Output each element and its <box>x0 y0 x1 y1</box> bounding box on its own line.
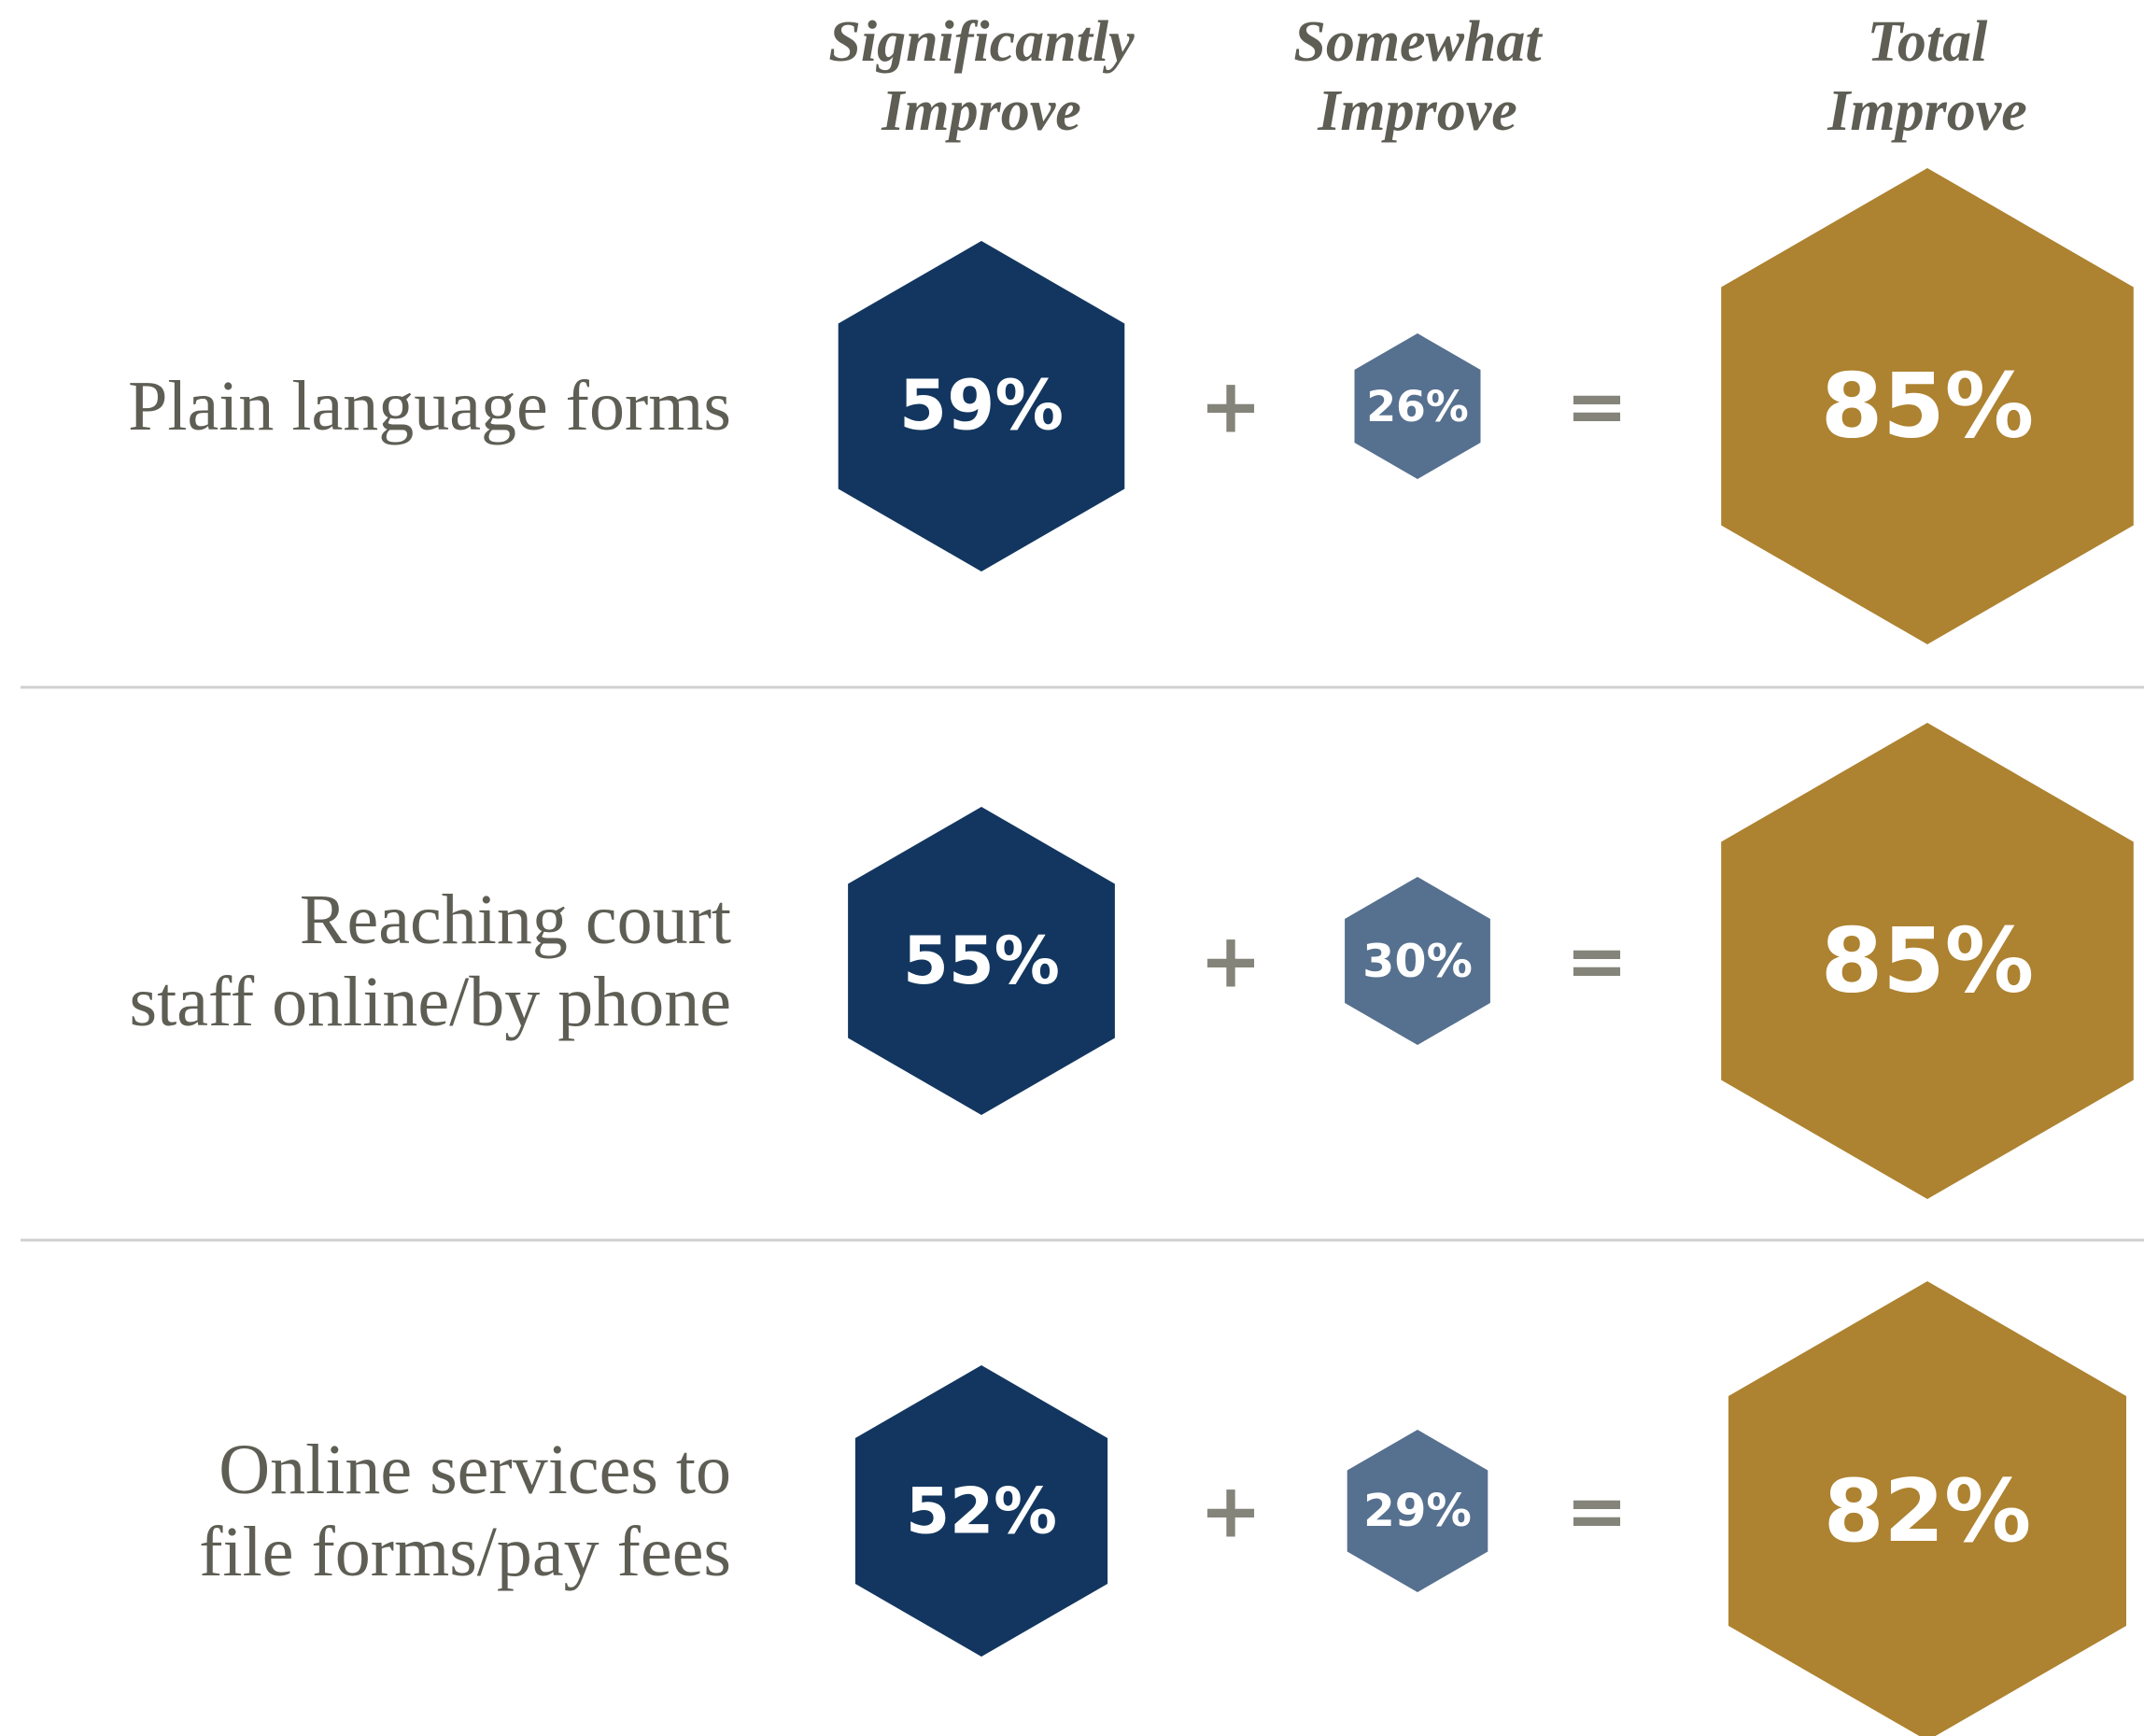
row-label: Online services to file forms/pay fees <box>199 1431 731 1591</box>
row-label-line: Online services to <box>219 1431 731 1509</box>
operator: = <box>1565 918 1628 1005</box>
value-label: 26% <box>1366 381 1469 431</box>
hexagon <box>1347 1430 1488 1592</box>
value-label: 59% <box>899 367 1064 446</box>
value-label: 30% <box>1362 934 1473 988</box>
value-label: 85% <box>1821 355 2034 459</box>
column-header: Somewhat Improve <box>1293 10 1542 143</box>
value-label: 55% <box>903 923 1060 999</box>
hexagon <box>1728 1281 2126 1736</box>
value-label: 29% <box>1363 1485 1472 1537</box>
hexagon <box>838 241 1125 572</box>
operator: + <box>1199 918 1262 1005</box>
hexagon <box>1721 168 2134 644</box>
hexagon <box>1345 877 1490 1045</box>
row-label-line: file forms/pay fees <box>199 1513 731 1591</box>
hexagon <box>848 807 1115 1115</box>
hexagon <box>1354 333 1481 479</box>
operator: = <box>1565 1468 1628 1555</box>
row-label-line: Plain language forms <box>128 367 731 445</box>
row-label-line: staff online/by phone <box>130 963 731 1041</box>
value-label: 52% <box>906 1475 1057 1548</box>
operator: = <box>1565 363 1628 450</box>
hexagon <box>1721 723 2134 1199</box>
column-header: Total Improve <box>1827 10 2027 143</box>
row-label: Reaching court staff online/by phone <box>130 881 731 1041</box>
operator: + <box>1199 363 1262 450</box>
row-label: Plain language forms <box>128 367 731 445</box>
value-label: 85% <box>1821 910 2034 1013</box>
value-label: 82% <box>1824 1461 2031 1561</box>
row-label-line: Reaching court <box>300 881 731 959</box>
operator: + <box>1199 1468 1262 1555</box>
column-header: Significantly Improve <box>828 10 1135 143</box>
hexagon <box>854 1365 1108 1657</box>
